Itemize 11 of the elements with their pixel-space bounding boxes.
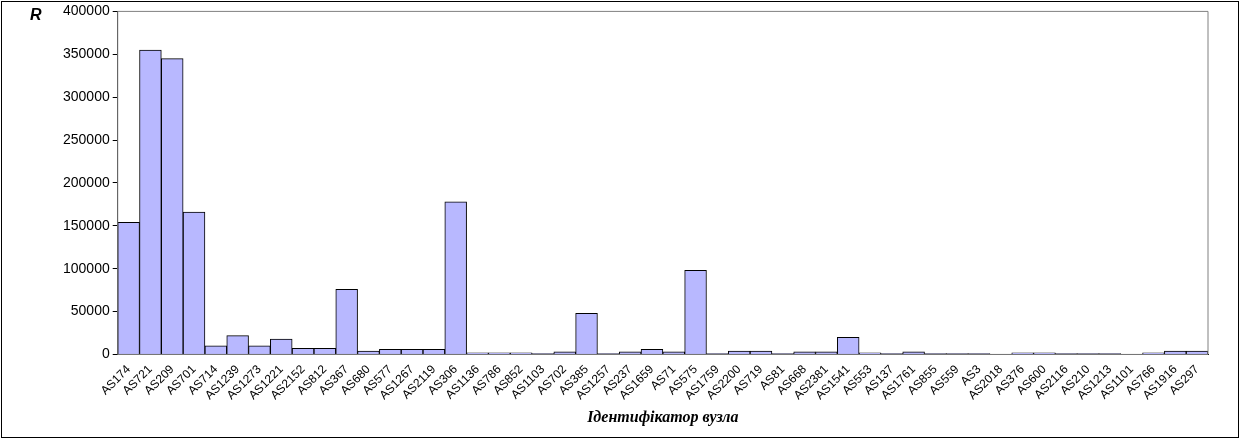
x-axis-title: Ідентифікатор вузла — [586, 407, 739, 426]
y-tick-label: 100000 — [63, 259, 110, 276]
y-tick-label: 300000 — [63, 88, 110, 105]
y-tick-label: 350000 — [63, 45, 110, 62]
y-tick-label: 250000 — [63, 130, 110, 147]
y-tick-label: 0 — [101, 345, 110, 362]
y-tick-label: 50000 — [70, 302, 110, 319]
y-tick-label: 400000 — [63, 2, 110, 19]
y-tick-label: 200000 — [63, 173, 110, 190]
y-tick-label: 150000 — [63, 216, 110, 233]
y-axis-title: R — [30, 5, 42, 23]
